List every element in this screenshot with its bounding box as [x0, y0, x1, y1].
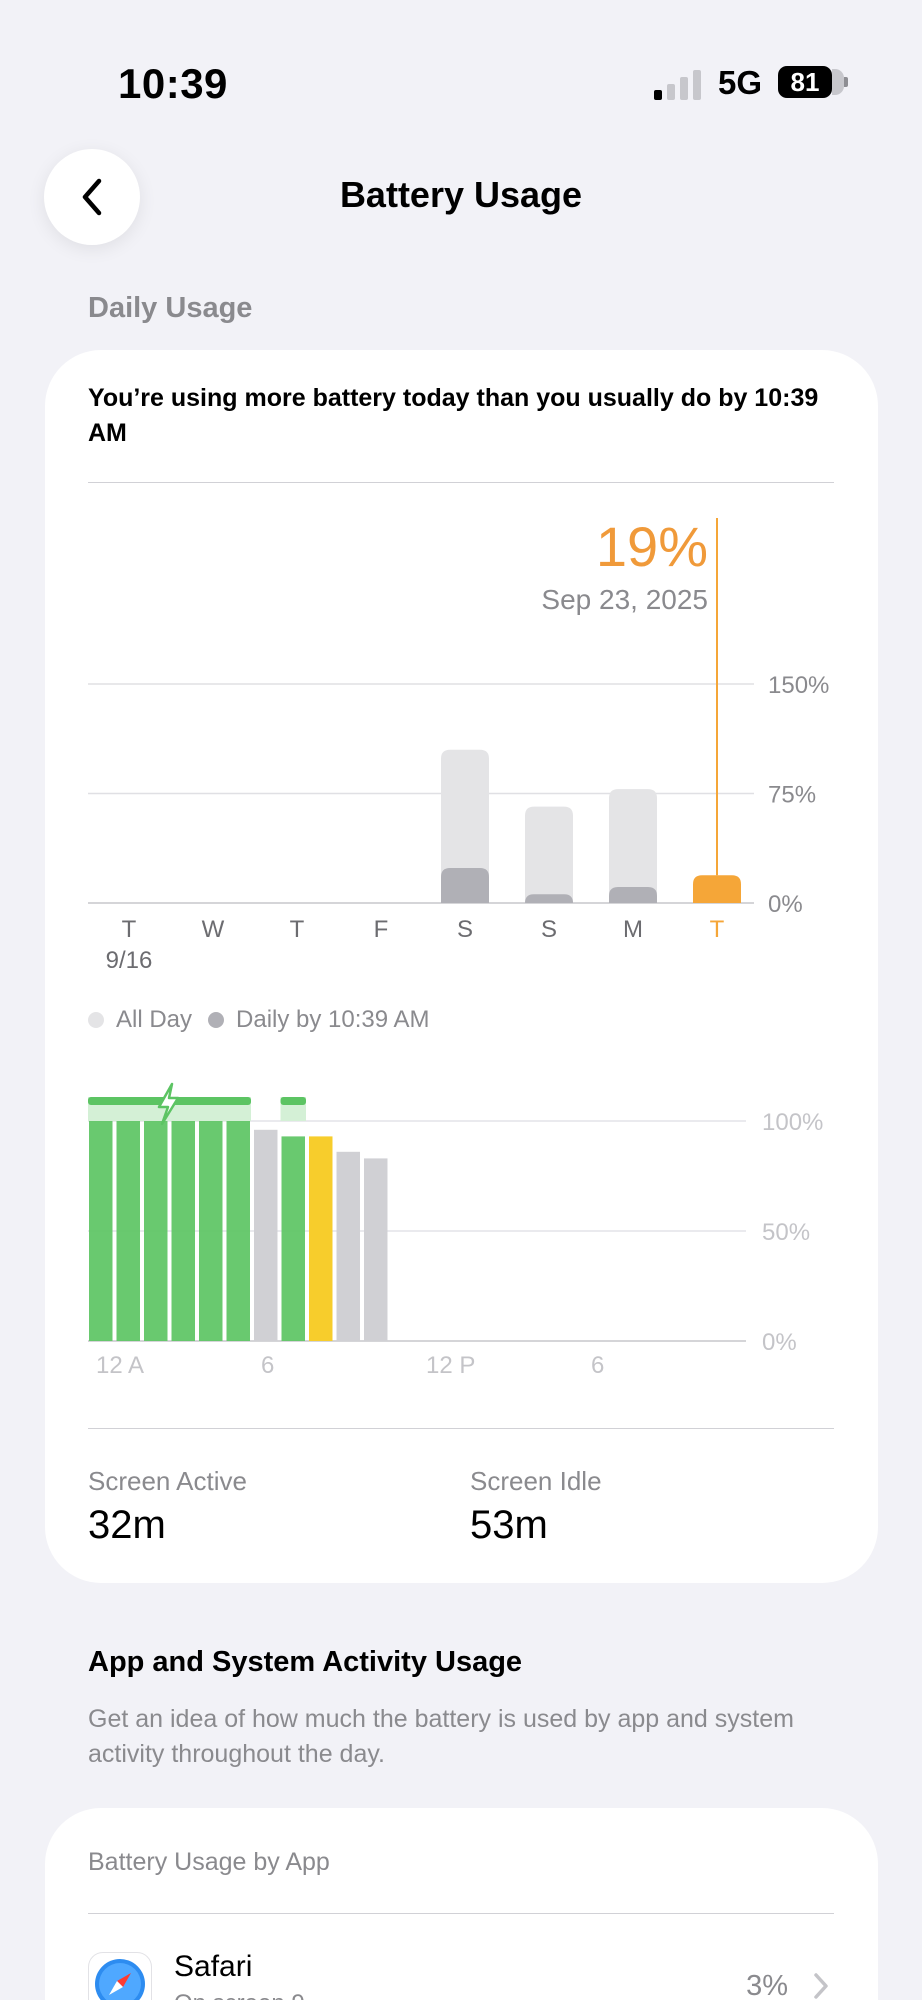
y-tick-label: 75% — [768, 782, 816, 809]
battery-level-bar — [116, 1121, 140, 1341]
charging-indicator — [280, 1097, 306, 1105]
divider — [88, 1913, 834, 1914]
battery-by-app-label: Battery Usage by App — [88, 1848, 330, 1876]
chevron-right-icon[interactable] — [812, 1972, 830, 2000]
battery-tip — [844, 77, 848, 87]
selected-day-date: Sep 23, 2025 — [541, 584, 708, 615]
battery-level-bar — [144, 1121, 168, 1341]
app-name[interactable]: Safari — [174, 1950, 253, 1983]
y-tick-label: 0% — [762, 1329, 797, 1356]
legend-daily-by: Daily by 10:39 AM — [236, 1006, 430, 1033]
usage-alert: You’re using more battery today than you… — [88, 384, 819, 447]
y-tick-label: 0% — [768, 891, 803, 918]
legend-all-day: All Day — [116, 1006, 193, 1033]
divider — [88, 482, 834, 483]
battery-level-bar — [89, 1121, 113, 1341]
legend-swatch-all-day — [88, 1012, 104, 1028]
battery-level-chart[interactable]: 100% 50% 0% 12 A 6 12 P 6 — [0, 1060, 922, 1380]
back-button[interactable] — [44, 149, 140, 245]
app-percentage: 3% — [746, 1970, 788, 2000]
bar-daily-by — [525, 894, 573, 903]
bar-highlight — [693, 875, 741, 903]
bar-daily-by — [441, 867, 489, 903]
screen-idle-label: Screen Idle — [470, 1466, 602, 1496]
cellular-signal-icon — [654, 70, 701, 100]
battery-level-bar — [364, 1158, 388, 1341]
screen-active-label: Screen Active — [88, 1466, 247, 1496]
battery-indicator: 81 — [778, 66, 832, 98]
battery-level-bar — [309, 1136, 333, 1341]
battery-by-app-card — [45, 1808, 878, 2000]
app-activity-description: Get an idea of how much the battery is u… — [88, 1705, 794, 1768]
battery-level-bar — [226, 1121, 250, 1341]
chart-legend: All Day Daily by 10:39 AM — [88, 1006, 445, 1034]
page-title: Battery Usage — [339, 174, 583, 215]
x-tick-label: F — [374, 916, 389, 943]
x-tick-label: S — [457, 916, 473, 943]
app-subtitle: On screen 9 — [174, 1990, 305, 2000]
battery-level-bar — [281, 1136, 305, 1341]
status-time: 10:39 — [118, 60, 228, 107]
bar-all-day — [609, 789, 657, 903]
x-tick-label: T — [710, 916, 725, 943]
battery-level-bar — [171, 1121, 195, 1341]
y-tick-label: 50% — [762, 1219, 810, 1246]
bar-daily-by — [609, 886, 657, 903]
screen-active-value: 32m — [88, 1503, 166, 1547]
x-tick-label: 12 A — [96, 1352, 144, 1379]
battery-empty-segment — [832, 69, 844, 95]
x-tick-label: 6 — [591, 1352, 604, 1379]
screen-idle-value: 53m — [470, 1503, 548, 1547]
network-type: 5G — [718, 64, 763, 101]
bar-all-day — [441, 749, 489, 903]
bar-all-day — [525, 806, 573, 903]
x-tick-label: W — [202, 916, 225, 943]
x-tick-label: S — [541, 916, 557, 943]
safari-compass-icon — [88, 1952, 152, 2000]
legend-swatch-daily-by — [208, 1012, 225, 1028]
chevron-left-icon — [82, 178, 102, 216]
x-tick-label: 6 — [261, 1352, 274, 1379]
x-tick-label: 12 P — [426, 1352, 475, 1379]
y-tick-label: 100% — [762, 1109, 823, 1136]
x-tick-label: T — [290, 916, 305, 943]
daily-usage-label: Daily Usage — [88, 292, 253, 324]
x-tick-label: M — [623, 916, 643, 943]
daily-usage-chart[interactable]: 150% 75% 0% T 9/16 W T F S S M T — [0, 0, 922, 1000]
x-tick-label: T — [122, 916, 137, 943]
x-sub-label: 9/16 — [106, 947, 153, 974]
y-tick-label: 150% — [768, 672, 829, 699]
battery-level-bar — [254, 1129, 278, 1341]
divider — [88, 1428, 834, 1429]
selected-day-value: 19% — [595, 515, 708, 578]
daily-usage-card — [45, 350, 878, 1583]
battery-level-bar — [199, 1121, 223, 1341]
app-activity-title: App and System Activity Usage — [88, 1646, 523, 1678]
battery-level-bar — [336, 1151, 360, 1341]
